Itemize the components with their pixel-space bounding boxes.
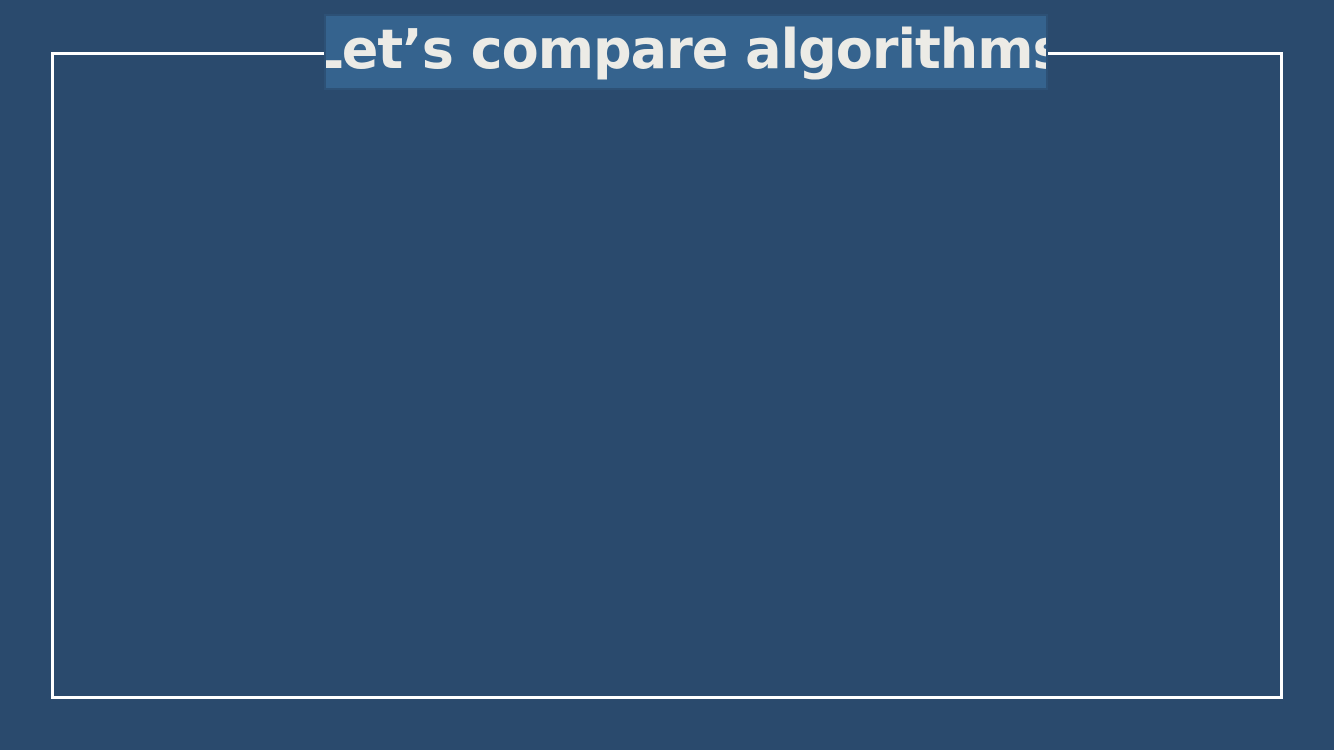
slide-title: Let’s compare algorithms <box>324 18 1048 81</box>
title-box: Let’s compare algorithms <box>324 14 1048 90</box>
content-frame <box>51 52 1283 699</box>
